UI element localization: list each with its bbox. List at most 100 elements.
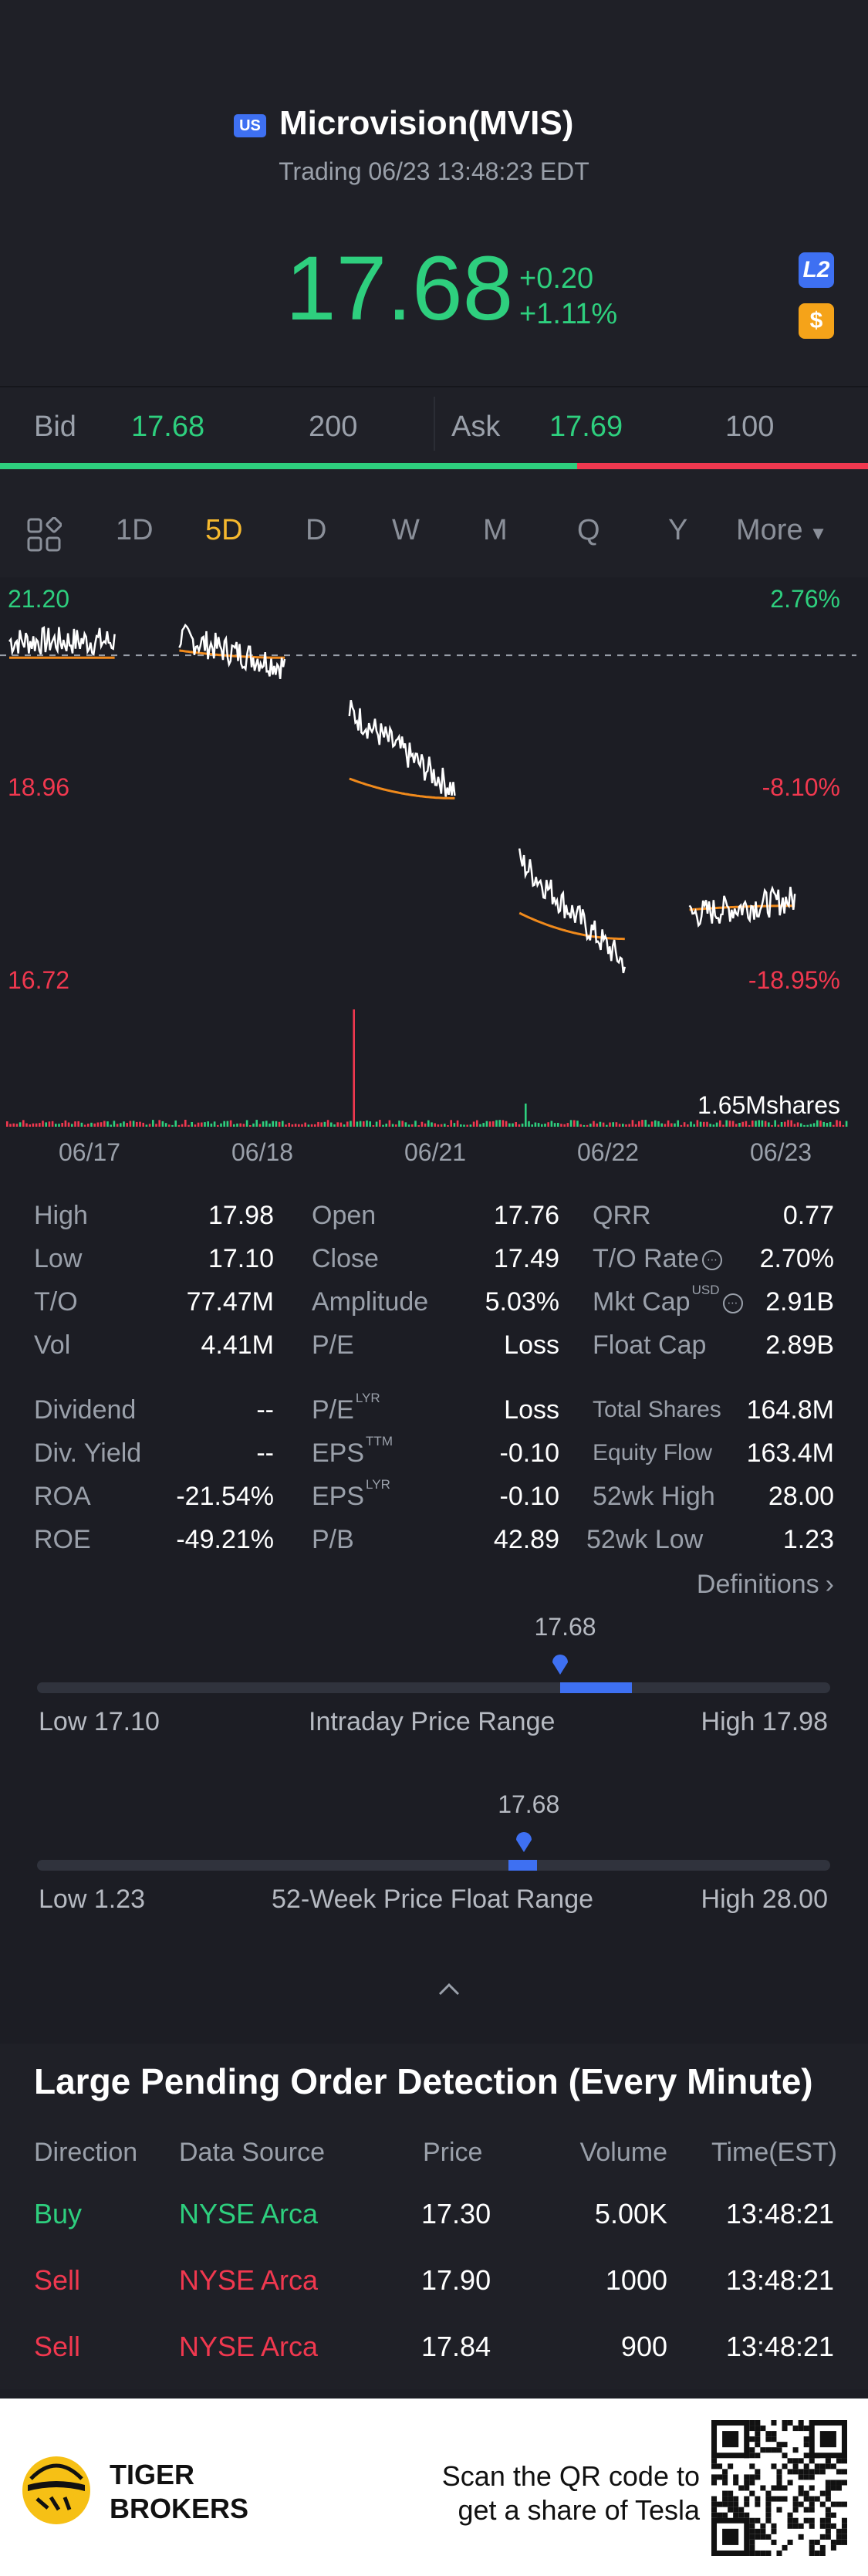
price-line [8, 623, 796, 974]
volume-bar [61, 1123, 63, 1127]
currency-superscript: USD [691, 1283, 720, 1297]
orders-title: Large Pending Order Detection (Every Min… [34, 2061, 813, 2101]
volume-bar [158, 1120, 160, 1127]
volume-bar [148, 1124, 151, 1127]
tab-m[interactable]: M [483, 514, 508, 546]
stat-label: 52wk High [593, 1482, 715, 1511]
volume-bar [220, 1123, 222, 1127]
volume-bar [787, 1120, 789, 1127]
volume-bar [142, 1122, 144, 1127]
period-tabs: 1D 5D D W M Q Y More ▼ [0, 469, 868, 577]
volume-bar [93, 1123, 96, 1127]
bid-label: Bid [34, 411, 76, 443]
volume-bar [634, 1124, 637, 1127]
stat-superscript: TTM [366, 1434, 393, 1449]
volume-bar [184, 1120, 187, 1127]
tab-y[interactable]: Y [668, 514, 688, 546]
volume-bar [307, 1124, 310, 1127]
volume-bar [745, 1121, 748, 1127]
order-volume: 900 [620, 2331, 667, 2362]
qr-code-icon[interactable] [711, 2420, 847, 2556]
volume-bar [301, 1124, 303, 1127]
order-price: 17.90 [421, 2264, 491, 2296]
volume-bar [472, 1121, 475, 1127]
intraday-low: Low 17.10 [39, 1707, 160, 1736]
stat-label: Amplitude [312, 1287, 429, 1317]
volume-bar [579, 1124, 582, 1127]
volume-bar [780, 1122, 783, 1127]
volume-bar [812, 1123, 816, 1127]
definitions-link[interactable]: Definitions › [697, 1570, 834, 1600]
bid-strength-bar [0, 463, 577, 469]
dollar-icon[interactable]: $ [799, 303, 834, 339]
ask-label: Ask [451, 411, 501, 443]
volume-bar [544, 1124, 546, 1127]
volume-bar [618, 1124, 621, 1127]
volume-bar [560, 1124, 562, 1127]
volume-bar [512, 1123, 514, 1127]
volume-bar [566, 1123, 569, 1127]
volume-bar [42, 1121, 44, 1127]
share-footer: TIGER BROKERS Scan the QR code to get a … [0, 2399, 868, 2576]
intraday-current-price: 17.68 [534, 1613, 596, 1641]
volume-bar [310, 1124, 313, 1127]
volume-bar [541, 1124, 543, 1127]
info-icon[interactable]: ⋯ [701, 1250, 722, 1271]
volume-bar [317, 1121, 319, 1127]
volume-bar [719, 1120, 721, 1127]
tab-w[interactable]: W [392, 514, 420, 546]
volume-bar [96, 1122, 100, 1127]
volume-bar [155, 1124, 157, 1127]
scan-text-line2: get a share of Tesla [458, 2494, 700, 2526]
ask-size: 100 [725, 411, 775, 443]
volume-bar [485, 1121, 488, 1127]
volume-bar [508, 1123, 511, 1127]
volume-bar [379, 1120, 381, 1127]
tab-more[interactable]: More ▼ [736, 514, 827, 547]
column-header: Data Source [179, 2138, 325, 2167]
level2-icon[interactable]: L2 [799, 252, 834, 288]
volume-bar [129, 1121, 132, 1127]
stat-label-with-sup: EPS TTM [312, 1434, 393, 1469]
y-axis-bottom-pct: -18.95% [748, 966, 840, 994]
info-icon[interactable]: ⋯ [722, 1293, 743, 1314]
volume-bar [330, 1122, 333, 1127]
chevron-up-icon[interactable] [437, 1982, 461, 1997]
volume-bar [217, 1124, 219, 1127]
volume-bar [466, 1124, 468, 1127]
volume-bar [223, 1121, 225, 1127]
volume-bar [476, 1120, 478, 1127]
volume-bar [456, 1120, 459, 1127]
tab-d[interactable]: D [306, 514, 327, 546]
price-chart[interactable]: 21.20 2.76% 18.96 -8.10% 16.72 -18.95% 1… [0, 577, 868, 1166]
volume-bar [647, 1124, 650, 1127]
volume-bar [427, 1120, 430, 1127]
volume-bar [771, 1124, 773, 1127]
ask-price: 17.69 [549, 411, 623, 443]
volume-bar [469, 1124, 472, 1127]
volume-bar [424, 1123, 427, 1127]
tab-1d[interactable]: 1D [116, 514, 154, 546]
volume-bar [132, 1121, 135, 1127]
chart-plot [0, 623, 856, 1127]
volume-bar [258, 1124, 262, 1127]
stat-label: P/E [312, 1330, 354, 1360]
stat-label: Equity Flow [593, 1440, 713, 1465]
quote-header: US Microvision(MVIS) Trading 06/23 13:48… [0, 0, 868, 386]
volume-bar [768, 1122, 770, 1127]
grid-layout-icon[interactable] [26, 517, 62, 553]
volume-bar [382, 1124, 384, 1127]
volume-bar [638, 1121, 640, 1127]
chevron-down-icon: ▼ [809, 523, 828, 544]
volume-bar [372, 1125, 375, 1127]
tab-q[interactable]: Q [577, 514, 600, 546]
volume-bar [181, 1124, 184, 1127]
brand-name-line1: TIGER [110, 2459, 195, 2490]
volume-bar [822, 1121, 825, 1127]
volume-bar [495, 1120, 498, 1127]
tab-5d[interactable]: 5D [205, 514, 243, 546]
week52-range-track [37, 1860, 830, 1871]
volume-bar [583, 1124, 586, 1127]
y-axis-bottom-label: 16.72 [8, 966, 70, 994]
stat-value: -0.10 [499, 1438, 560, 1468]
